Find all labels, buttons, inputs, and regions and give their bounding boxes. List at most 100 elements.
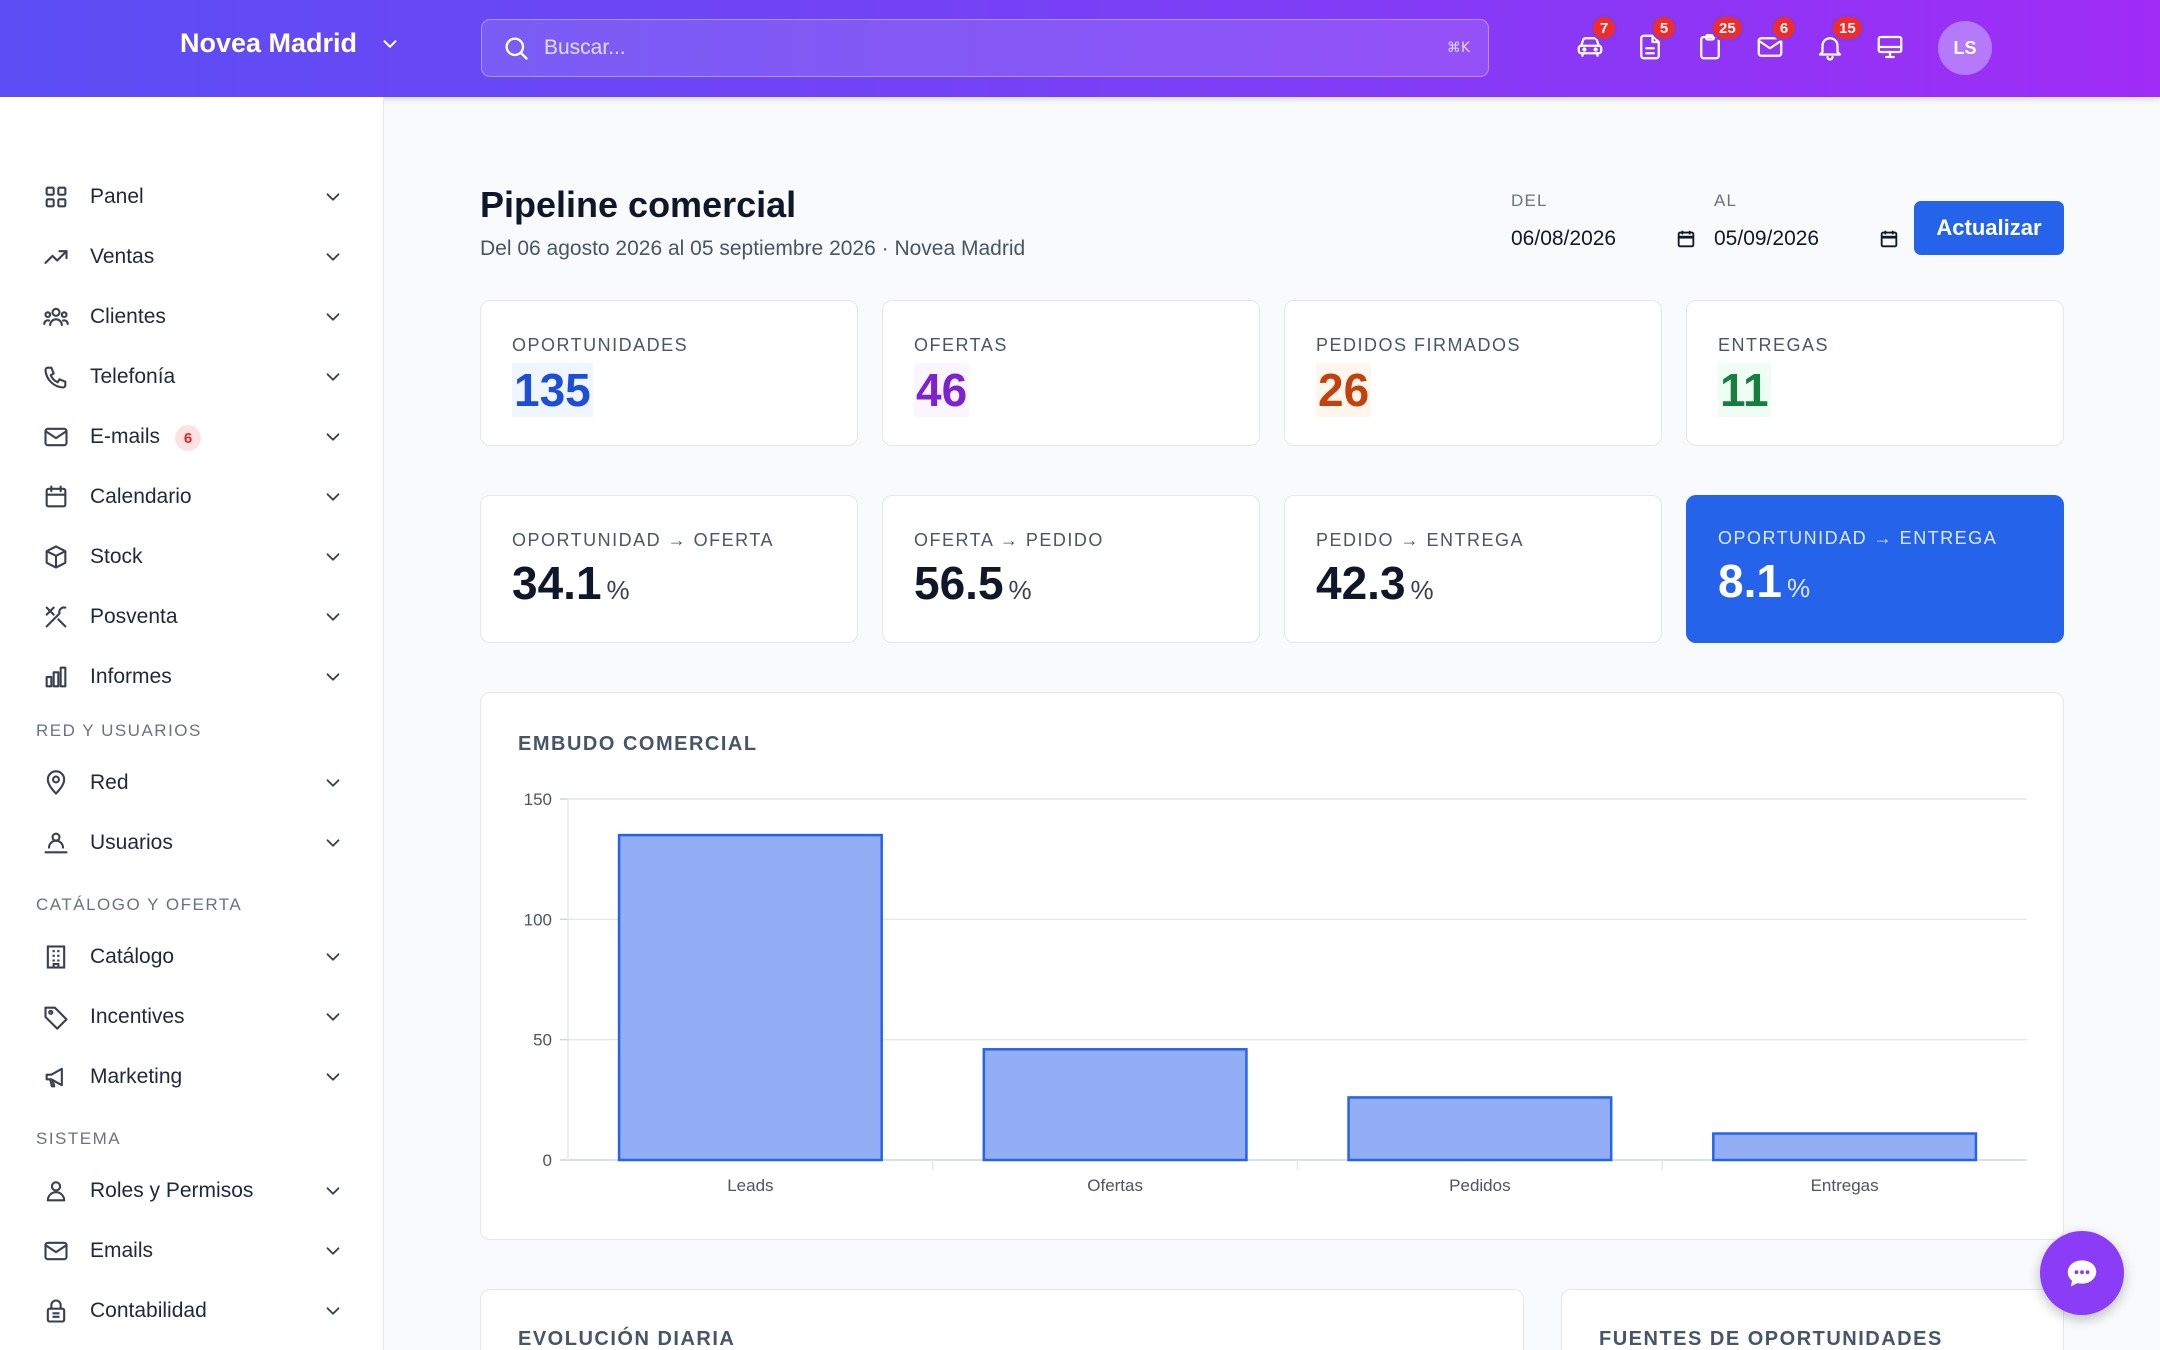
pin-icon <box>46 770 66 795</box>
search-shortcut: ⌘K <box>1446 40 1470 56</box>
x-tick-label: Entregas <box>1811 1176 1879 1195</box>
user-group-icon <box>44 832 68 854</box>
clipboard-badge: 25 <box>1711 15 1744 41</box>
mail-icon <box>44 427 68 447</box>
kpi-label: OPORTUNIDADES <box>512 335 689 355</box>
date-to-label: AL <box>1714 191 1738 210</box>
sidebar-item-stock[interactable]: Stock <box>0 531 384 583</box>
box-icon <box>45 545 67 569</box>
sidebar-item-label: Posventa <box>90 605 178 628</box>
chevron-down-icon <box>326 493 340 501</box>
chart-title: EMBUDO COMERCIAL <box>518 733 758 755</box>
mail-icon <box>44 1241 68 1261</box>
sidebar-item-catalogo[interactable]: Catálogo <box>0 931 384 983</box>
sidebar-item-informes[interactable]: Informes <box>0 651 384 703</box>
document-badge: 5 <box>1651 15 1677 41</box>
date-to-input[interactable]: 05/09/2026 <box>1714 222 1900 256</box>
document-icon <box>1640 34 1660 60</box>
bell-icon-button[interactable]: 15 <box>1815 15 1864 62</box>
brand-selector[interactable]: Novea Madrid <box>180 28 401 59</box>
refresh-button[interactable]: Actualizar <box>1914 201 2064 255</box>
x-tick-label: Ofertas <box>1087 1176 1143 1195</box>
funnel-chart: 0 50 100 150 Leads Ofertas Pedidos Entregas <box>524 790 2027 1195</box>
kpi-label: PEDIDOS FIRMADOS <box>1316 335 1522 355</box>
kpi-card-entregas: ENTREGAS 11 <box>1686 300 2064 446</box>
top-bar: Novea Madrid ⌘K 7 5 25 6 15 LS <box>0 0 2160 97</box>
document-icon-button[interactable]: 5 <box>1635 15 1677 62</box>
monitor-icon <box>1877 35 1903 59</box>
conversion-value-wrap: 8.1% <box>1718 554 1810 608</box>
monitor-icon-button[interactable] <box>1875 32 1905 62</box>
sidebar-item-roles[interactable]: Roles y Permisos <box>0 1165 384 1217</box>
sidebar-item-label: Clientes <box>90 305 166 328</box>
chevron-down-icon <box>326 779 340 787</box>
daily-evolution-title: EVOLUCIÓN DIARIA <box>518 1328 736 1350</box>
sidebar-item-label: Panel <box>90 185 144 208</box>
sidebar-item-emails-sistema[interactable]: Emails <box>0 1225 384 1277</box>
date-from-input[interactable]: 06/08/2026 <box>1511 222 1697 256</box>
mail-icon-button[interactable]: 6 <box>1755 15 1797 62</box>
chevron-down-icon <box>326 433 340 441</box>
car-icon-button[interactable]: 7 <box>1575 15 1617 62</box>
kpi-label: OFERTAS <box>914 335 1008 355</box>
sidebar-item-label: Emails <box>90 1239 154 1262</box>
search-icon <box>505 37 528 60</box>
sidebar-item-calendario[interactable]: Calendario <box>0 471 384 523</box>
page-title: Pipeline comercial <box>480 184 797 225</box>
sidebar-item-ventas[interactable]: Ventas <box>0 231 384 283</box>
sidebar-item-label: Red <box>90 771 129 794</box>
car-icon <box>1577 37 1603 57</box>
conversion-unit: % <box>606 575 630 605</box>
chevron-down-icon <box>326 673 340 681</box>
sidebar-item-label: Incentives <box>90 1005 185 1028</box>
sidebar-item-incentives[interactable]: Incentives <box>0 991 384 1043</box>
building-icon <box>46 945 66 969</box>
emails-count-badge: 6 <box>175 425 201 451</box>
conversion-card-pedido-entrega: PEDIDO → ENTREGA 42.3% <box>1284 495 1662 643</box>
conversion-value: 42.3 <box>1316 557 1406 609</box>
conversion-value-wrap: 56.5% <box>914 556 1032 610</box>
chat-button[interactable] <box>2040 1231 2124 1315</box>
chevron-down-icon <box>326 1187 340 1195</box>
calendar-icon[interactable] <box>1675 228 1697 250</box>
sidebar-item-label: Telefonía <box>90 365 176 388</box>
sidebar-item-label: Ventas <box>90 245 155 268</box>
sidebar-item-marketing[interactable]: Marketing <box>0 1051 384 1103</box>
sidebar-item-usuarios[interactable]: Usuarios <box>0 817 384 869</box>
y-tick-label: 0 <box>543 1151 552 1170</box>
conversion-label: OPORTUNIDAD → ENTREGA <box>1718 528 1998 548</box>
sidebar-item-clientes[interactable]: Clientes <box>0 291 384 343</box>
kpi-value: 135 <box>512 363 593 417</box>
avatar[interactable]: LS <box>1938 21 1992 75</box>
section-title-sistema: SISTEMA <box>36 1129 122 1148</box>
clipboard-icon <box>1700 34 1720 60</box>
search-input[interactable] <box>544 36 1447 60</box>
sidebar-item-label: Catálogo <box>90 945 175 968</box>
sidebar-item-telefonia[interactable]: Telefonía <box>0 351 384 403</box>
search-bar[interactable]: ⌘K <box>481 19 1489 77</box>
clipboard-icon-button[interactable]: 25 <box>1695 15 1744 62</box>
chevron-down-icon <box>326 253 340 261</box>
chevron-down-icon <box>326 1307 340 1315</box>
chevron-down-icon <box>326 373 340 381</box>
calendar-icon[interactable] <box>1878 228 1900 250</box>
kpi-card-pedidos-firmados: PEDIDOS FIRMADOS 26 <box>1284 300 1662 446</box>
chevron-down-icon <box>326 553 340 561</box>
conversion-unit: % <box>1410 575 1434 605</box>
sidebar-item-red[interactable]: Red <box>0 757 384 809</box>
sidebar-item-label: Marketing <box>90 1065 183 1088</box>
brand-name: Novea Madrid <box>180 28 358 58</box>
sidebar-item-posventa[interactable]: Posventa <box>0 591 384 643</box>
bar <box>1347 1096 1613 1162</box>
sidebar-item-contabilidad[interactable]: Contabilidad <box>0 1285 384 1337</box>
section-title-catalogo-oferta: CATÁLOGO Y OFERTA <box>36 895 243 914</box>
conversion-label: OPORTUNIDAD → OFERTA <box>512 530 775 550</box>
chevron-down-icon <box>326 313 340 321</box>
sidebar-item-panel[interactable]: Panel <box>0 171 384 223</box>
sidebar-item-label: Usuarios <box>90 831 173 854</box>
sidebar-item-label: E-mails <box>90 425 161 448</box>
chevron-down-icon <box>383 39 397 48</box>
sidebar-item-label: Informes <box>90 665 172 688</box>
chevron-down-icon <box>326 1013 340 1021</box>
sidebar-item-emails[interactable]: E-mails 6 <box>0 411 384 463</box>
